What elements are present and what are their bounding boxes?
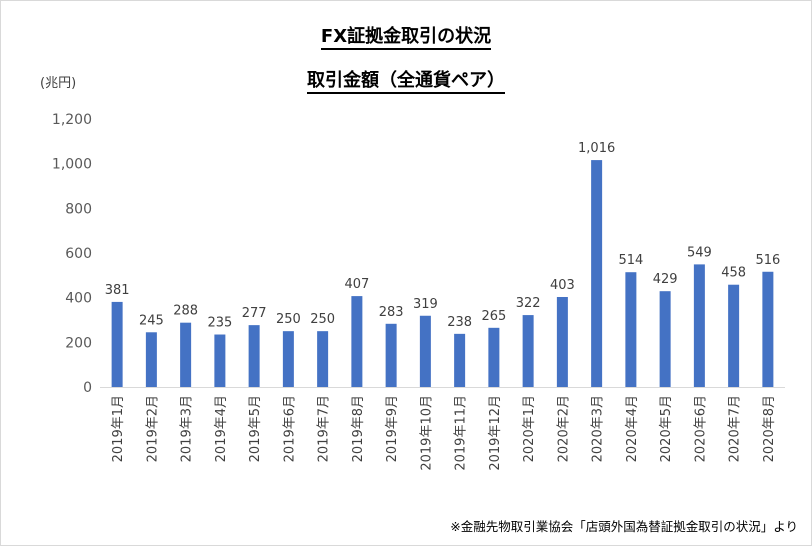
- bar: [317, 331, 329, 387]
- chart-subtitle-text: 取引金額（全通貨ペア）: [307, 70, 505, 94]
- y-tick-label: 1,200: [52, 112, 92, 128]
- x-tick-label: 2020年8月: [762, 395, 777, 462]
- bar: [385, 323, 397, 387]
- bar-data-label: 458: [721, 266, 746, 281]
- x-tick-label: 2019年1月: [111, 395, 126, 462]
- bar: [145, 332, 157, 387]
- bar: [454, 333, 466, 387]
- bar: [488, 327, 500, 387]
- bar-data-label: 288: [173, 304, 198, 319]
- y-tick-label: 800: [65, 201, 92, 217]
- source-note: ※金融先物取引業協会「店頭外国為替証拠金取引の状況」より: [450, 519, 798, 534]
- x-tick-label: 2019年3月: [180, 395, 195, 462]
- x-tick-label: 2019年11月: [454, 395, 469, 471]
- y-tick-label: 200: [65, 335, 92, 351]
- bar-series: [111, 160, 774, 387]
- x-tick-label: 2020年4月: [625, 395, 640, 462]
- x-tick-label: 2020年3月: [591, 395, 606, 462]
- x-tick-label: 2020年6月: [693, 395, 708, 462]
- bar-data-label: 549: [687, 245, 712, 260]
- bar: [625, 272, 637, 387]
- x-tick-label: 2019年6月: [282, 395, 297, 462]
- x-tick-label: 2019年8月: [351, 395, 366, 462]
- chart-subtitle: 取引金額（全通貨ペア）: [0, 66, 812, 94]
- y-tick-label: 1,000: [52, 157, 92, 173]
- x-tick-label: 2019年10月: [419, 395, 434, 471]
- bar: [522, 315, 534, 387]
- bar-data-label: 514: [618, 253, 643, 268]
- bar-data-label: 407: [344, 277, 369, 292]
- bar-data-label: 516: [755, 253, 780, 268]
- x-tick-label: 2020年7月: [728, 395, 743, 462]
- bar: [728, 284, 740, 387]
- y-tick-label: 600: [65, 246, 92, 262]
- x-tick-label: 2019年2月: [145, 395, 160, 462]
- bar-data-label: 265: [481, 309, 506, 324]
- y-axis-unit-label: (兆円): [40, 76, 77, 91]
- bar: [762, 271, 774, 387]
- x-tick-label: 2019年7月: [317, 395, 332, 462]
- bar: [591, 160, 603, 387]
- bar-data-label: 381: [105, 283, 130, 298]
- bar-data-label: 235: [207, 316, 232, 331]
- bar-data-label: 277: [242, 306, 267, 321]
- y-axis-ticks: 0 200 400 600 800 1,000 1,200: [52, 112, 92, 396]
- bar: [282, 331, 294, 387]
- bar: [248, 325, 260, 387]
- bar-data-label: 429: [653, 272, 678, 287]
- x-tick-label: 2019年9月: [385, 395, 400, 462]
- bar: [419, 315, 431, 387]
- chart-title-text: FX証拠金取引の状況: [320, 26, 492, 50]
- bar: [659, 291, 671, 387]
- bar-data-label: 238: [447, 315, 472, 330]
- x-tick-label: 2020年5月: [659, 395, 674, 462]
- data-labels: 381 245 288 235 277 250 250 407 283 319 238 265 322 4…: [105, 141, 781, 330]
- x-tick-label: 2020年1月: [522, 395, 537, 462]
- bar: [556, 296, 568, 387]
- bar-data-label: 319: [413, 297, 438, 312]
- x-tick-label: 2019年5月: [248, 395, 263, 462]
- x-tick-label: 2020年2月: [556, 395, 571, 462]
- y-tick-label: 0: [83, 380, 92, 396]
- bar: [351, 296, 363, 387]
- x-tick-label: 2019年12月: [488, 395, 503, 471]
- bar: [111, 301, 123, 387]
- bar: [180, 322, 192, 387]
- bar: [693, 264, 705, 387]
- bar-data-label: 403: [550, 278, 575, 293]
- bar: [214, 334, 226, 387]
- bar-data-label: 322: [516, 296, 541, 311]
- y-tick-label: 400: [65, 291, 92, 307]
- bar-data-label: 250: [310, 312, 335, 327]
- bar-data-label: 250: [276, 312, 301, 327]
- bar-data-label: 1,016: [578, 141, 615, 156]
- x-tick-label: 2019年4月: [214, 395, 229, 462]
- chart-title: FX証拠金取引の状況: [0, 22, 812, 50]
- x-axis-labels: 2019年1月 2019年2月 2019年3月 2019年4月 2019年5月 2019年…: [111, 395, 777, 471]
- bar-data-label: 283: [379, 305, 404, 320]
- bar-data-label: 245: [139, 313, 164, 328]
